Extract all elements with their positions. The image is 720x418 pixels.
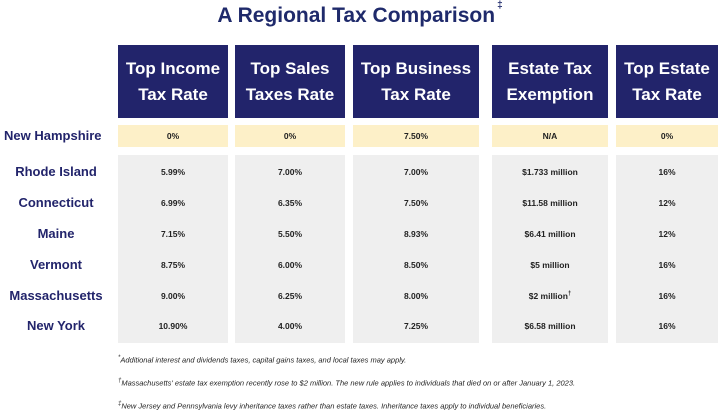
row-label-maine: Maine: [37, 226, 75, 241]
row-label-new-york: New York: [26, 318, 86, 333]
column-bg: [118, 155, 228, 343]
column-bg: [616, 155, 718, 343]
header-estate-line2: Tax Rate: [632, 84, 702, 104]
footnote-3-mark: ‡: [118, 401, 122, 407]
cell-exemption-value: $5 million: [530, 260, 570, 270]
cell-exemption: $2 million†: [492, 291, 608, 301]
title-footnote-mark: ‡: [497, 0, 503, 11]
header-income: Top Income Tax Rate: [118, 45, 228, 118]
cell-estate: 16%: [658, 291, 676, 301]
cell-sales: 5.50%: [277, 229, 303, 239]
header-sales: Top Sales Taxes Rate: [235, 45, 345, 118]
cell-exemption-value: $6.41 million: [524, 229, 576, 239]
nh-cell-bg: [235, 125, 345, 147]
cell-exemption: $5 million: [492, 260, 608, 270]
cell-income: 8.75%: [160, 260, 186, 270]
row-label-connecticut: Connecticut: [18, 195, 94, 210]
column-bg: [492, 155, 608, 343]
cell-exemption-value: $1.733 million: [522, 167, 578, 177]
cell-sales: 7.00%: [277, 167, 303, 177]
header-estate: Top Estate Tax Rate: [616, 45, 718, 118]
cell-business: 7.50%: [403, 198, 429, 208]
cell-income: 0%: [166, 131, 180, 141]
header-sales-line1: Top Sales: [250, 58, 330, 78]
cell-estate: 0%: [660, 131, 674, 141]
cell-exemption: N/A: [492, 131, 608, 141]
header-exemption-line1: Estate Tax: [508, 58, 592, 78]
header-exemption-line2: Exemption: [506, 84, 594, 104]
cell-sales: 6.25%: [277, 291, 303, 301]
header-business-line2: Tax Rate: [381, 84, 451, 104]
header-income-line1: Top Income: [125, 58, 221, 78]
row-label-new-hampshire: New Hampshire: [4, 128, 102, 143]
cell-exemption: $6.41 million: [492, 229, 608, 239]
cell-income: 10.90%: [158, 321, 188, 331]
cell-exemption: $6.58 million: [492, 321, 608, 331]
footnote-3: ‡New Jersey and Pennsylvania levy inheri…: [118, 401, 718, 411]
cell-business: 8.00%: [403, 291, 429, 301]
nh-cell-bg: [118, 125, 228, 147]
nh-cell-bg: [353, 125, 479, 147]
cell-estate: 16%: [658, 167, 676, 177]
cell-estate: 12%: [658, 198, 676, 208]
cell-sales: 0%: [283, 131, 297, 141]
column-bg: [353, 155, 479, 343]
footnote-2-mark: †: [118, 378, 122, 384]
cell-business: 8.50%: [403, 260, 429, 270]
footnote-2-text: Massachusetts' estate tax exemption rece…: [121, 378, 576, 388]
cell-sales: 4.00%: [277, 321, 303, 331]
cell-business: 7.25%: [403, 321, 429, 331]
cell-exemption: $1.733 million: [492, 167, 608, 177]
row-label-rhode-island: Rhode Island: [15, 164, 97, 179]
cell-income: 6.99%: [160, 198, 186, 208]
footnote-2: †Massachusetts' estate tax exemption rec…: [118, 378, 718, 388]
cell-business: 7.50%: [403, 131, 429, 141]
cell-income: 9.00%: [160, 291, 186, 301]
footnote-mark: †: [567, 291, 572, 298]
cell-exemption-value: $11.58 million: [522, 198, 578, 208]
header-sales-line2: Taxes Rate: [245, 84, 335, 104]
column-bg: [235, 155, 345, 343]
cell-income: 7.15%: [160, 229, 186, 239]
cell-sales: 6.35%: [277, 198, 303, 208]
page-title: A Regional Tax Comparison ‡: [0, 0, 720, 28]
header-estate-line1: Top Estate: [624, 58, 710, 78]
cell-exemption-value: $6.58 million: [524, 321, 576, 331]
footnote-1-text: Additional interest and dividends taxes,…: [120, 355, 407, 365]
footnote-3-text: New Jersey and Pennsylvania levy inherit…: [121, 401, 547, 411]
cell-exemption-value: $2 million: [528, 291, 568, 301]
cell-sales: 6.00%: [277, 260, 303, 270]
footnote-1: *Additional interest and dividends taxes…: [118, 355, 718, 365]
header-exemption: Estate Tax Exemption: [492, 45, 608, 118]
row-label-vermont: Vermont: [29, 257, 82, 272]
cell-estate: 16%: [658, 260, 676, 270]
header-business: Top Business Tax Rate: [353, 45, 479, 118]
row-label-massachusetts: Massachusetts: [9, 288, 103, 303]
header-business-line1: Top Business: [360, 58, 472, 78]
cell-estate: 16%: [658, 321, 676, 331]
cell-business: 8.93%: [403, 229, 429, 239]
footnote-1-mark: *: [118, 355, 121, 361]
cell-exemption-value: N/A: [542, 131, 558, 141]
cell-business: 7.00%: [403, 167, 429, 177]
title-text: A Regional Tax Comparison: [217, 4, 496, 27]
nh-cell-bg: [492, 125, 608, 147]
nh-cell-bg: [616, 125, 718, 147]
cell-income: 5.99%: [160, 167, 186, 177]
cell-estate: 12%: [658, 229, 676, 239]
header-income-line2: Tax Rate: [138, 84, 208, 104]
cell-exemption: $11.58 million: [492, 198, 608, 208]
